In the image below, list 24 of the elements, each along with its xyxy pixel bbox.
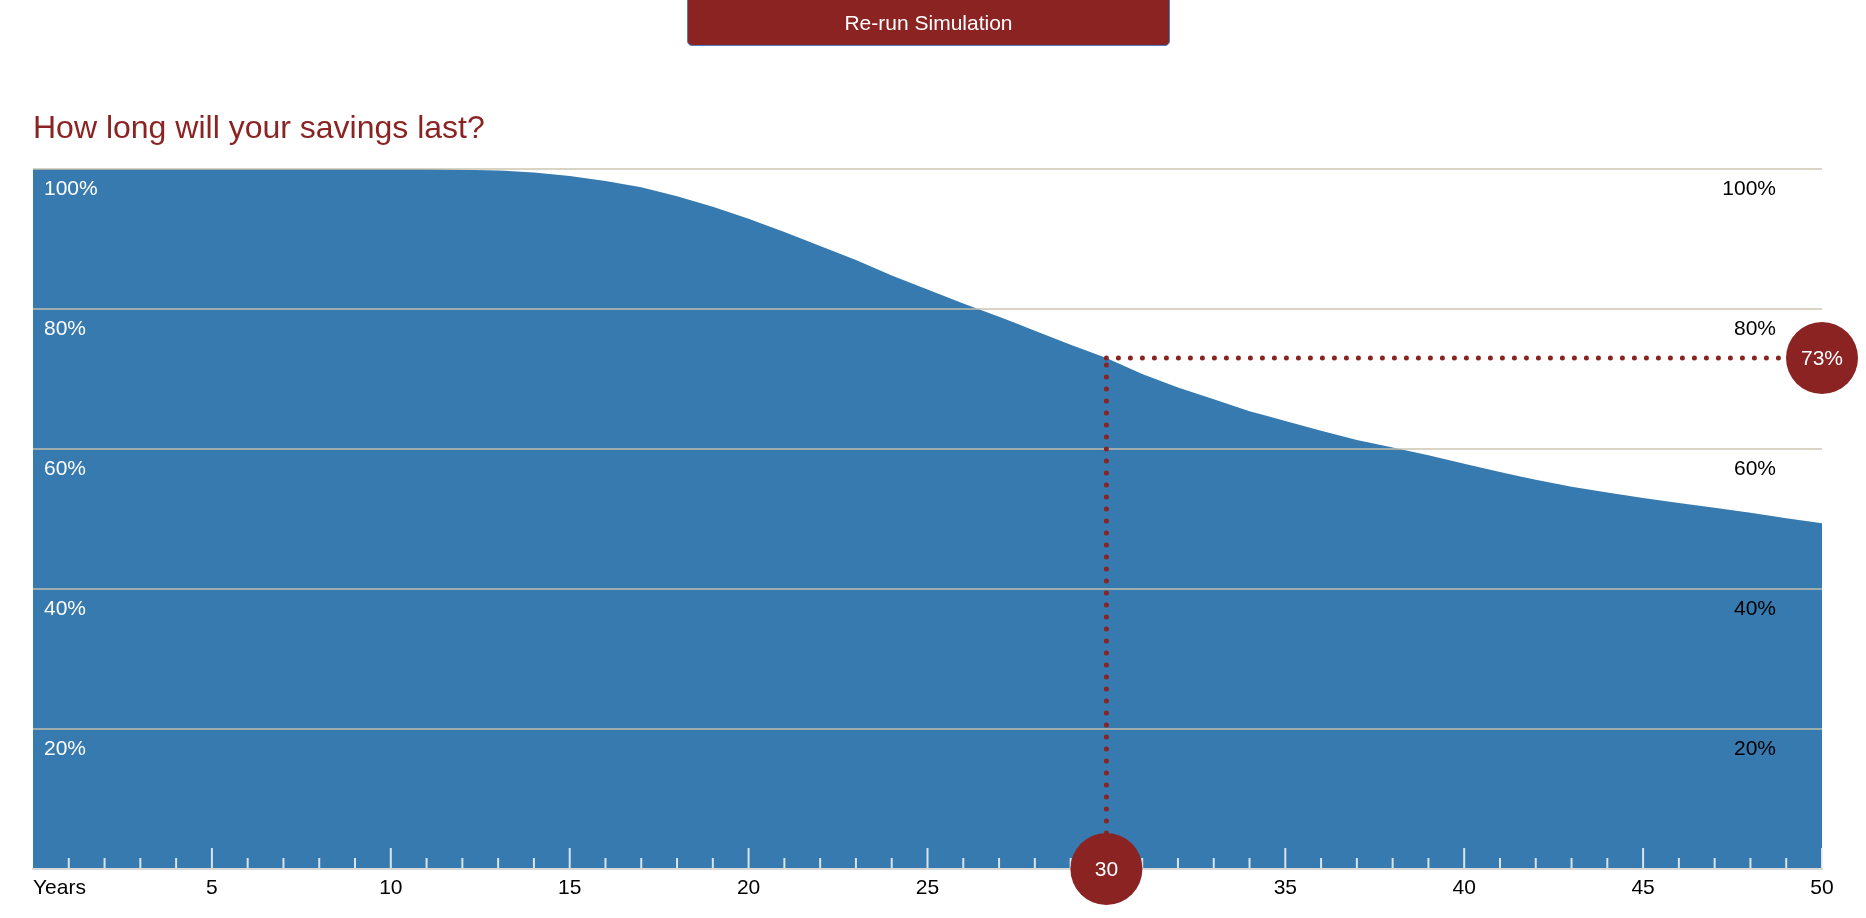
x-tick-label: 25	[915, 875, 940, 899]
y2-tick-label: 80%	[1733, 315, 1776, 339]
x-tick-label: 50	[1810, 875, 1834, 899]
ref-line-label: 30	[1094, 856, 1119, 880]
y-tick-label: 100%	[44, 175, 98, 199]
y2-tick-label: 20%	[1733, 735, 1776, 759]
x-tick-label: 15	[558, 875, 582, 899]
x-tick-label: 5	[206, 875, 218, 899]
ref-line-label: 73%	[1800, 345, 1844, 369]
x-tick-label: 20	[736, 875, 761, 899]
y-tick-label: 20%	[44, 735, 87, 759]
chart-title: How long will your savings last?	[33, 109, 485, 146]
y-tick-label: 40%	[44, 595, 87, 619]
x-tick-label: 35	[1273, 875, 1297, 899]
x-tick-label: 45	[1631, 875, 1655, 899]
x-tick-label: 40	[1452, 875, 1476, 899]
y-tick-label: 80%	[44, 315, 87, 339]
x-tick-label: 10	[379, 875, 403, 899]
x-axis-title: Years	[33, 875, 86, 899]
y2-tick-label: 40%	[1733, 595, 1776, 619]
y2-tick-label: 60%	[1733, 455, 1776, 479]
rerun-button: Re-run Simulation	[687, 0, 1170, 46]
y-tick-label: 60%	[44, 455, 87, 479]
y2-tick-label: 100%	[1722, 175, 1776, 199]
